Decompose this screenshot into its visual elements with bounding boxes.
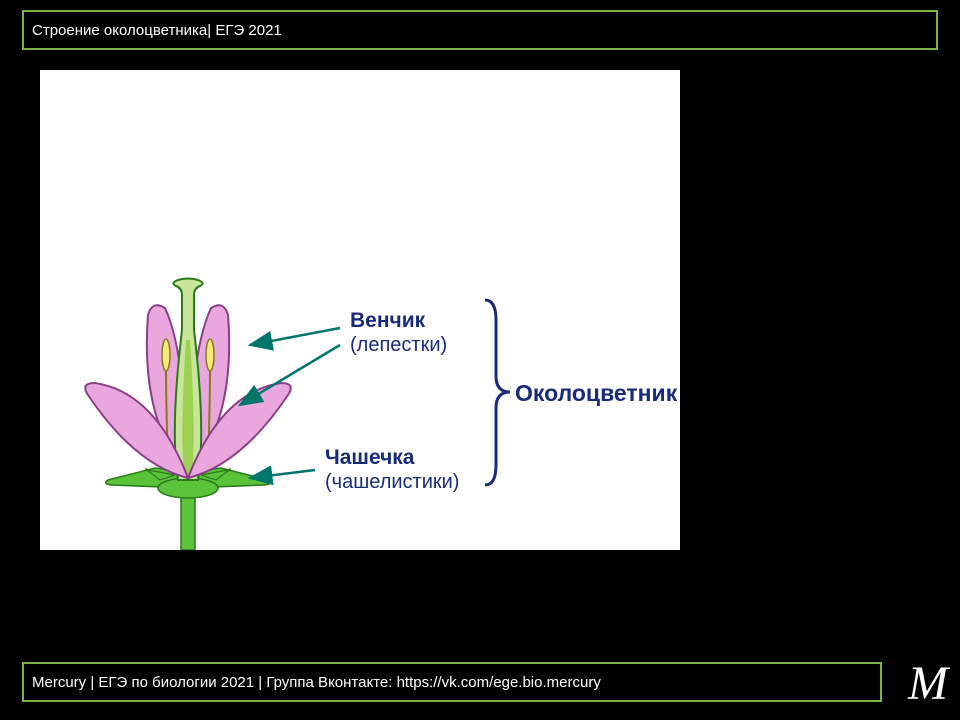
flower-illustration xyxy=(85,279,291,551)
label-venchik-bold: Венчик xyxy=(350,308,447,333)
stem xyxy=(181,490,195,550)
header-title: Строение околоцветника| ЕГЭ 2021 xyxy=(32,22,282,39)
footer-text: Mercury | ЕГЭ по биологии 2021 | Группа … xyxy=(32,674,601,691)
logo-mark: M xyxy=(908,660,948,708)
label-chashechka: Чашечка (чашелистики) xyxy=(325,445,459,494)
label-venchik-sub: (лепестки) xyxy=(350,333,447,357)
label-venchik: Венчик (лепестки) xyxy=(350,308,447,357)
pistil xyxy=(173,279,202,481)
brace xyxy=(485,300,510,485)
label-chashechka-sub: (чашелистики) xyxy=(325,470,459,494)
header-box: Строение околоцветника| ЕГЭ 2021 xyxy=(22,10,938,50)
diagram-panel: Венчик (лепестки) Чашечка (чашелистики) … xyxy=(40,70,680,550)
label-chashechka-bold: Чашечка xyxy=(325,445,459,470)
label-okolotsvetnik: Околоцветник xyxy=(515,380,677,408)
footer-box: Mercury | ЕГЭ по биологии 2021 | Группа … xyxy=(22,662,882,702)
